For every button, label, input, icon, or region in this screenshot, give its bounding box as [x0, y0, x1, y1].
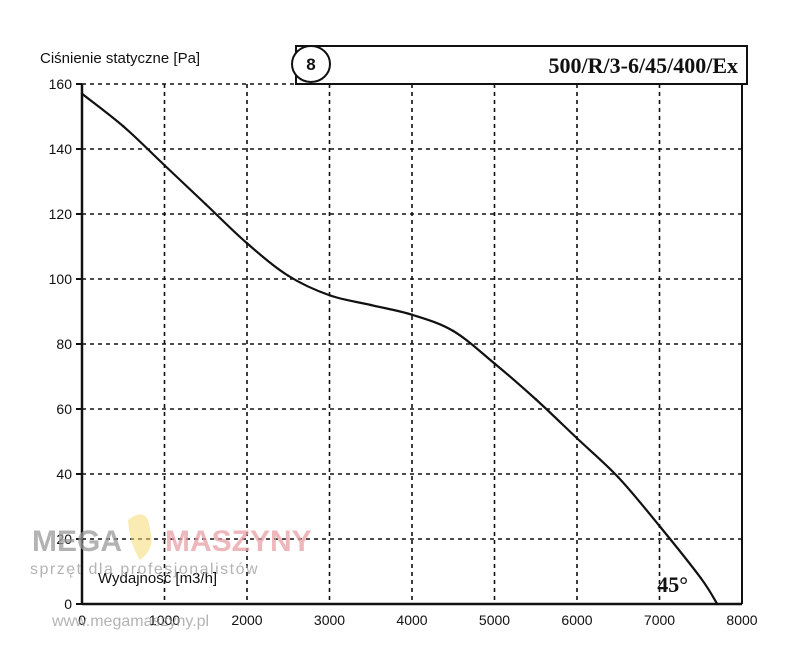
x-tick-label: 3000 [314, 612, 345, 628]
curve-data-point [617, 476, 620, 479]
y-axis-label: Ciśnienie statyczne [Pa] [40, 50, 200, 67]
y-tick-labels: 0 20 40 60 80 100 120 140 160 [49, 76, 82, 612]
watermark-tagline: sprzęt dla profesjonalistów [30, 561, 259, 578]
curve-data-point [80, 92, 84, 95]
curve-data-point [328, 294, 331, 297]
y-tick-label: 60 [56, 401, 72, 417]
flame-icon [128, 514, 152, 560]
curve-data-point [369, 303, 372, 307]
curve-number-badge [291, 45, 331, 83]
watermark-url: www.megamaszyny.pl [51, 613, 209, 630]
x-tick-label: 1000 [149, 612, 180, 628]
curve-data-point [534, 398, 537, 401]
chart-title: 500/R/3-6/45/400/Ex [549, 53, 738, 78]
x-tick-label: 4000 [396, 612, 427, 628]
curve-data-point [658, 524, 661, 528]
y-tick-label: 20 [56, 531, 72, 547]
curve-data-point [122, 125, 125, 128]
curve-number-text: 8 [306, 55, 315, 74]
blade-angle-label: 45° [657, 572, 688, 597]
x-tick-label: 7000 [644, 612, 675, 628]
y-tick-label: 0 [64, 596, 72, 612]
y-tick-label: 140 [49, 141, 73, 157]
x-tick-labels: 0 1000 2000 3000 4000 5000 6000 7000 8000 [78, 612, 758, 628]
curve-data-point [716, 602, 719, 606]
x-tick-label: 0 [78, 612, 86, 628]
curve-points [80, 92, 719, 606]
x-tick-label: 8000 [726, 612, 757, 628]
x-axis-label: Wydajność [m3/h] [98, 570, 217, 587]
curve-data-point [245, 242, 249, 245]
curve-data-point [410, 313, 414, 316]
curve-data-point [287, 274, 290, 277]
y-tick-label: 160 [49, 76, 73, 92]
x-tick-label: 5000 [479, 612, 510, 628]
grid [82, 83, 743, 604]
curve-data-point [204, 203, 207, 206]
watermark-brand-left: MEGA [32, 525, 122, 558]
y-tick-label: 100 [49, 271, 73, 287]
curve-data-point [452, 329, 455, 333]
curve-data-point [699, 576, 702, 580]
curve-data-point [163, 164, 166, 167]
watermark-brand-right: MASZYNY [165, 525, 312, 558]
y-tick-label: 80 [56, 336, 72, 352]
curve-data-point [493, 362, 496, 365]
curve-data-point [575, 437, 579, 440]
y-tick-label: 40 [56, 466, 72, 482]
y-tick-label: 120 [49, 206, 73, 222]
watermark-logo: MEGA MASZYNY sprzęt dla profesjonalistów… [30, 514, 312, 630]
x-tick-label: 6000 [561, 612, 592, 628]
x-tick-label: 2000 [231, 612, 262, 628]
